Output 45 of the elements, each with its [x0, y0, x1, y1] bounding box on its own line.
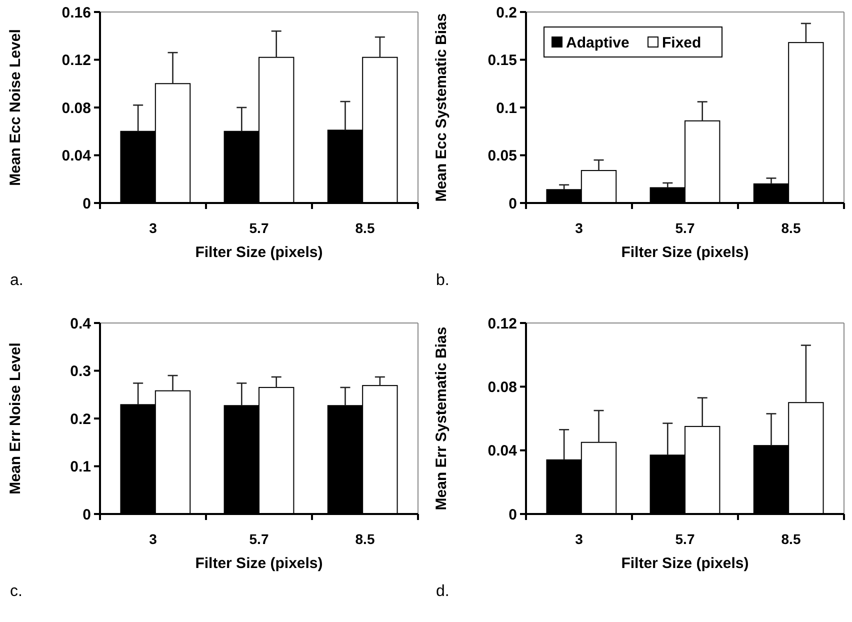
y-tick-label: 0.04 — [62, 148, 92, 164]
y-axis-title: Mean Err Systematic Bias — [433, 326, 450, 510]
x-tick-label: 5.7 — [249, 531, 269, 547]
x-tick-label: 3 — [575, 531, 584, 547]
y-tick-label: 0.08 — [62, 100, 91, 117]
y-tick-label: 0.12 — [62, 52, 91, 69]
text: d. — [436, 583, 450, 600]
y-axis-title: Mean Err Noise Level — [7, 342, 24, 494]
legend-label: Adaptive — [566, 34, 630, 52]
y-tick-label: 0.1 — [70, 458, 91, 476]
y-tick-label: 0.1 — [496, 100, 517, 117]
y-tick-label: 0.2 — [70, 410, 91, 428]
x-tick-label: 5.7 — [675, 220, 695, 236]
x-tick-label: 5.7 — [675, 531, 695, 547]
legend-label: Fixed — [662, 34, 702, 52]
x-tick-label: 5.7 — [249, 220, 269, 236]
y-tick-label: 0.04 — [488, 442, 518, 460]
y-tick-label: 0 — [508, 506, 517, 524]
x-axis-title: Filter Size (pixels) — [621, 555, 749, 572]
y-tick-label: 0.15 — [488, 52, 517, 69]
y-tick-label: 0.4 — [70, 315, 92, 332]
x-tick-label: 8.5 — [781, 220, 801, 236]
x-tick-label: 8.5 — [781, 531, 801, 547]
y-tick-label: 0 — [508, 195, 517, 212]
x-tick-label: 8.5 — [355, 220, 375, 236]
y-axis-title: Mean Ecc Systematic Bias — [433, 13, 450, 202]
x-axis-title: Filter Size (pixels) — [195, 555, 323, 572]
y-tick-label: 0.12 — [488, 315, 517, 332]
x-tick-label: 3 — [149, 531, 158, 547]
x-tick-label: 3 — [149, 220, 158, 236]
y-tick-label: 0.16 — [62, 4, 91, 22]
text: c. — [10, 583, 22, 600]
y-tick-label: 0 — [82, 195, 91, 212]
y-tick-label: 0 — [82, 506, 91, 524]
x-axis-title: Filter Size (pixels) — [621, 244, 749, 261]
x-axis-title: Filter Size (pixels) — [195, 244, 323, 261]
y-tick-label: 0.05 — [488, 148, 517, 164]
y-tick-label: 0.3 — [70, 363, 91, 380]
x-tick-label: 8.5 — [355, 531, 375, 547]
x-tick-label: 3 — [575, 220, 584, 236]
y-tick-label: 0.2 — [496, 4, 517, 22]
y-tick-label: 0.08 — [488, 378, 517, 396]
y-axis-title: Mean Ecc Noise Level — [7, 29, 24, 186]
text: a. — [10, 272, 24, 289]
text: b. — [436, 272, 450, 289]
